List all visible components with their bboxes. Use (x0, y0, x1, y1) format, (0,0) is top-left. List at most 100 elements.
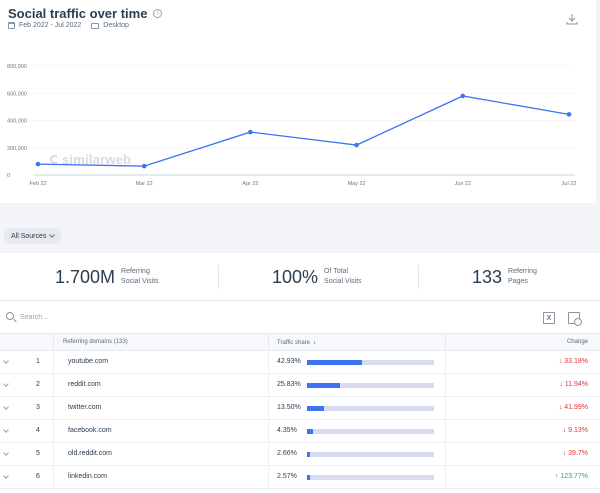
row-share: 2.66% (277, 450, 297, 457)
header-referring-domains[interactable]: Referring domains (133) (63, 339, 128, 345)
stats-card: 1.700M Referring Social Visits 100% Of To… (0, 253, 600, 301)
row-domain[interactable]: old.reddit.com (68, 450, 112, 457)
chevron-down-icon (49, 232, 56, 238)
search-icon (6, 312, 14, 320)
share-bar (307, 406, 434, 411)
row-domain[interactable]: reddit.com (68, 381, 101, 388)
similarweb-logo-icon (50, 155, 59, 164)
share-bar-fill (307, 360, 362, 365)
x-tick-label: Feb 22 (29, 181, 46, 187)
cell-divider (268, 374, 269, 397)
row-share: 2.57% (277, 473, 297, 480)
share-bar-fill (307, 429, 313, 434)
y-tick-label: 200,000 (7, 146, 27, 152)
data-point (460, 93, 466, 99)
cell-divider (53, 420, 54, 443)
download-icon[interactable] (566, 13, 578, 25)
table-row[interactable]: 4 facebook.com 4.35% ↓ 9.13% (0, 420, 600, 443)
y-tick-label: 600,000 (7, 91, 27, 97)
table-row[interactable]: 5 old.reddit.com 2.66% ↓ 39.7% (0, 443, 600, 466)
y-tick-label: 0 (7, 173, 10, 179)
column-divider (53, 334, 54, 352)
desktop-icon (91, 22, 100, 29)
change-arrow-icon: ↓ (562, 450, 567, 457)
sources-filter-dropdown[interactable]: All Sources (4, 228, 62, 244)
info-icon[interactable]: i (153, 8, 163, 18)
cell-divider (445, 466, 446, 489)
similarweb-watermark: similarweb (50, 152, 131, 167)
data-point (354, 142, 359, 148)
cell-divider (268, 466, 269, 489)
chart-subtitle: Feb 2022 - Jul 2022 Desktop (8, 22, 129, 29)
row-rank: 4 (36, 427, 40, 434)
data-point (141, 163, 147, 169)
cell-divider (53, 466, 54, 489)
sort-down-icon: ↓ (313, 339, 317, 346)
table-row[interactable]: 2 reddit.com 25.83% ↓ 11.94% (0, 374, 600, 397)
share-bar (307, 429, 434, 434)
row-change: ↑ 123.77% (554, 473, 588, 480)
change-arrow-icon: ↑ (554, 473, 559, 480)
row-domain[interactable]: youtube.com (68, 358, 109, 365)
stat-divider (218, 265, 219, 289)
row-change: ↓ 9.13% (562, 427, 588, 434)
table-header: Referring domains (133) Traffic share ↓ C… (0, 333, 600, 352)
x-tick-label: Jul 22 (562, 181, 577, 187)
series-line (37, 95, 570, 167)
row-domain[interactable]: twitter.com (68, 404, 102, 411)
cell-divider (445, 397, 446, 420)
change-arrow-icon: ↓ (558, 358, 563, 365)
expand-chevron-icon[interactable] (3, 404, 9, 410)
row-rank: 3 (36, 404, 40, 411)
stat-value: 100% (272, 266, 319, 287)
calendar-icon (8, 22, 15, 29)
table-row[interactable]: 3 twitter.com 13.50% ↓ 41.99% (0, 397, 600, 420)
row-domain[interactable]: facebook.com (68, 427, 112, 434)
search-input[interactable] (20, 310, 220, 324)
column-divider (268, 334, 269, 352)
stat-social-visits: 1.700M Referring Social Visits (55, 253, 173, 301)
row-change: ↓ 39.7% (562, 450, 588, 457)
y-tick-label: 400,000 (7, 119, 27, 125)
cell-divider (445, 420, 446, 443)
share-bar-fill (307, 406, 325, 411)
header-traffic-share[interactable]: Traffic share ↓ (277, 339, 317, 346)
stat-divider (418, 265, 419, 289)
x-tick-label: Jun 22 (455, 181, 472, 187)
cell-divider (268, 443, 269, 466)
cell-divider (53, 397, 54, 420)
row-rank: 2 (36, 381, 40, 388)
share-bar (307, 452, 434, 457)
row-change: ↓ 33.18% (558, 358, 588, 365)
share-bar-fill (307, 452, 311, 457)
excel-export-icon[interactable]: X (543, 312, 555, 324)
header-change[interactable]: Change (566, 339, 588, 345)
chart-title: Social traffic over time (8, 5, 148, 21)
date-range: Feb 2022 - Jul 2022 (19, 22, 82, 29)
cell-divider (445, 443, 446, 466)
share-bar (307, 383, 434, 388)
table-settings-icon[interactable] (568, 312, 582, 326)
stat-value: 133 (472, 266, 503, 287)
stat-label: Of Total Social Visits (324, 268, 362, 285)
table-row[interactable]: 1 youtube.com 42.93% ↓ 33.18% (0, 351, 600, 374)
x-tick-label: May 22 (348, 181, 366, 187)
cell-divider (268, 351, 269, 374)
expand-chevron-icon[interactable] (3, 381, 9, 387)
expand-chevron-icon[interactable] (3, 358, 9, 364)
change-arrow-icon: ↓ (562, 427, 567, 434)
data-point (35, 161, 41, 167)
expand-chevron-icon[interactable] (3, 427, 9, 433)
device-label: Desktop (103, 22, 129, 29)
data-point (248, 129, 253, 135)
table-row[interactable]: 6 linkedin.com 2.57% ↑ 123.77% (0, 466, 600, 489)
social-traffic-card: Social traffic over time i Feb 2022 - Ju… (0, 0, 596, 203)
change-arrow-icon: ↓ (558, 404, 563, 411)
share-bar-fill (307, 475, 311, 480)
cell-divider (53, 374, 54, 397)
share-bar-fill (307, 383, 340, 388)
expand-chevron-icon[interactable] (3, 473, 9, 479)
expand-chevron-icon[interactable] (3, 450, 9, 456)
row-change: ↓ 11.94% (559, 381, 588, 388)
row-domain[interactable]: linkedin.com (68, 473, 107, 480)
